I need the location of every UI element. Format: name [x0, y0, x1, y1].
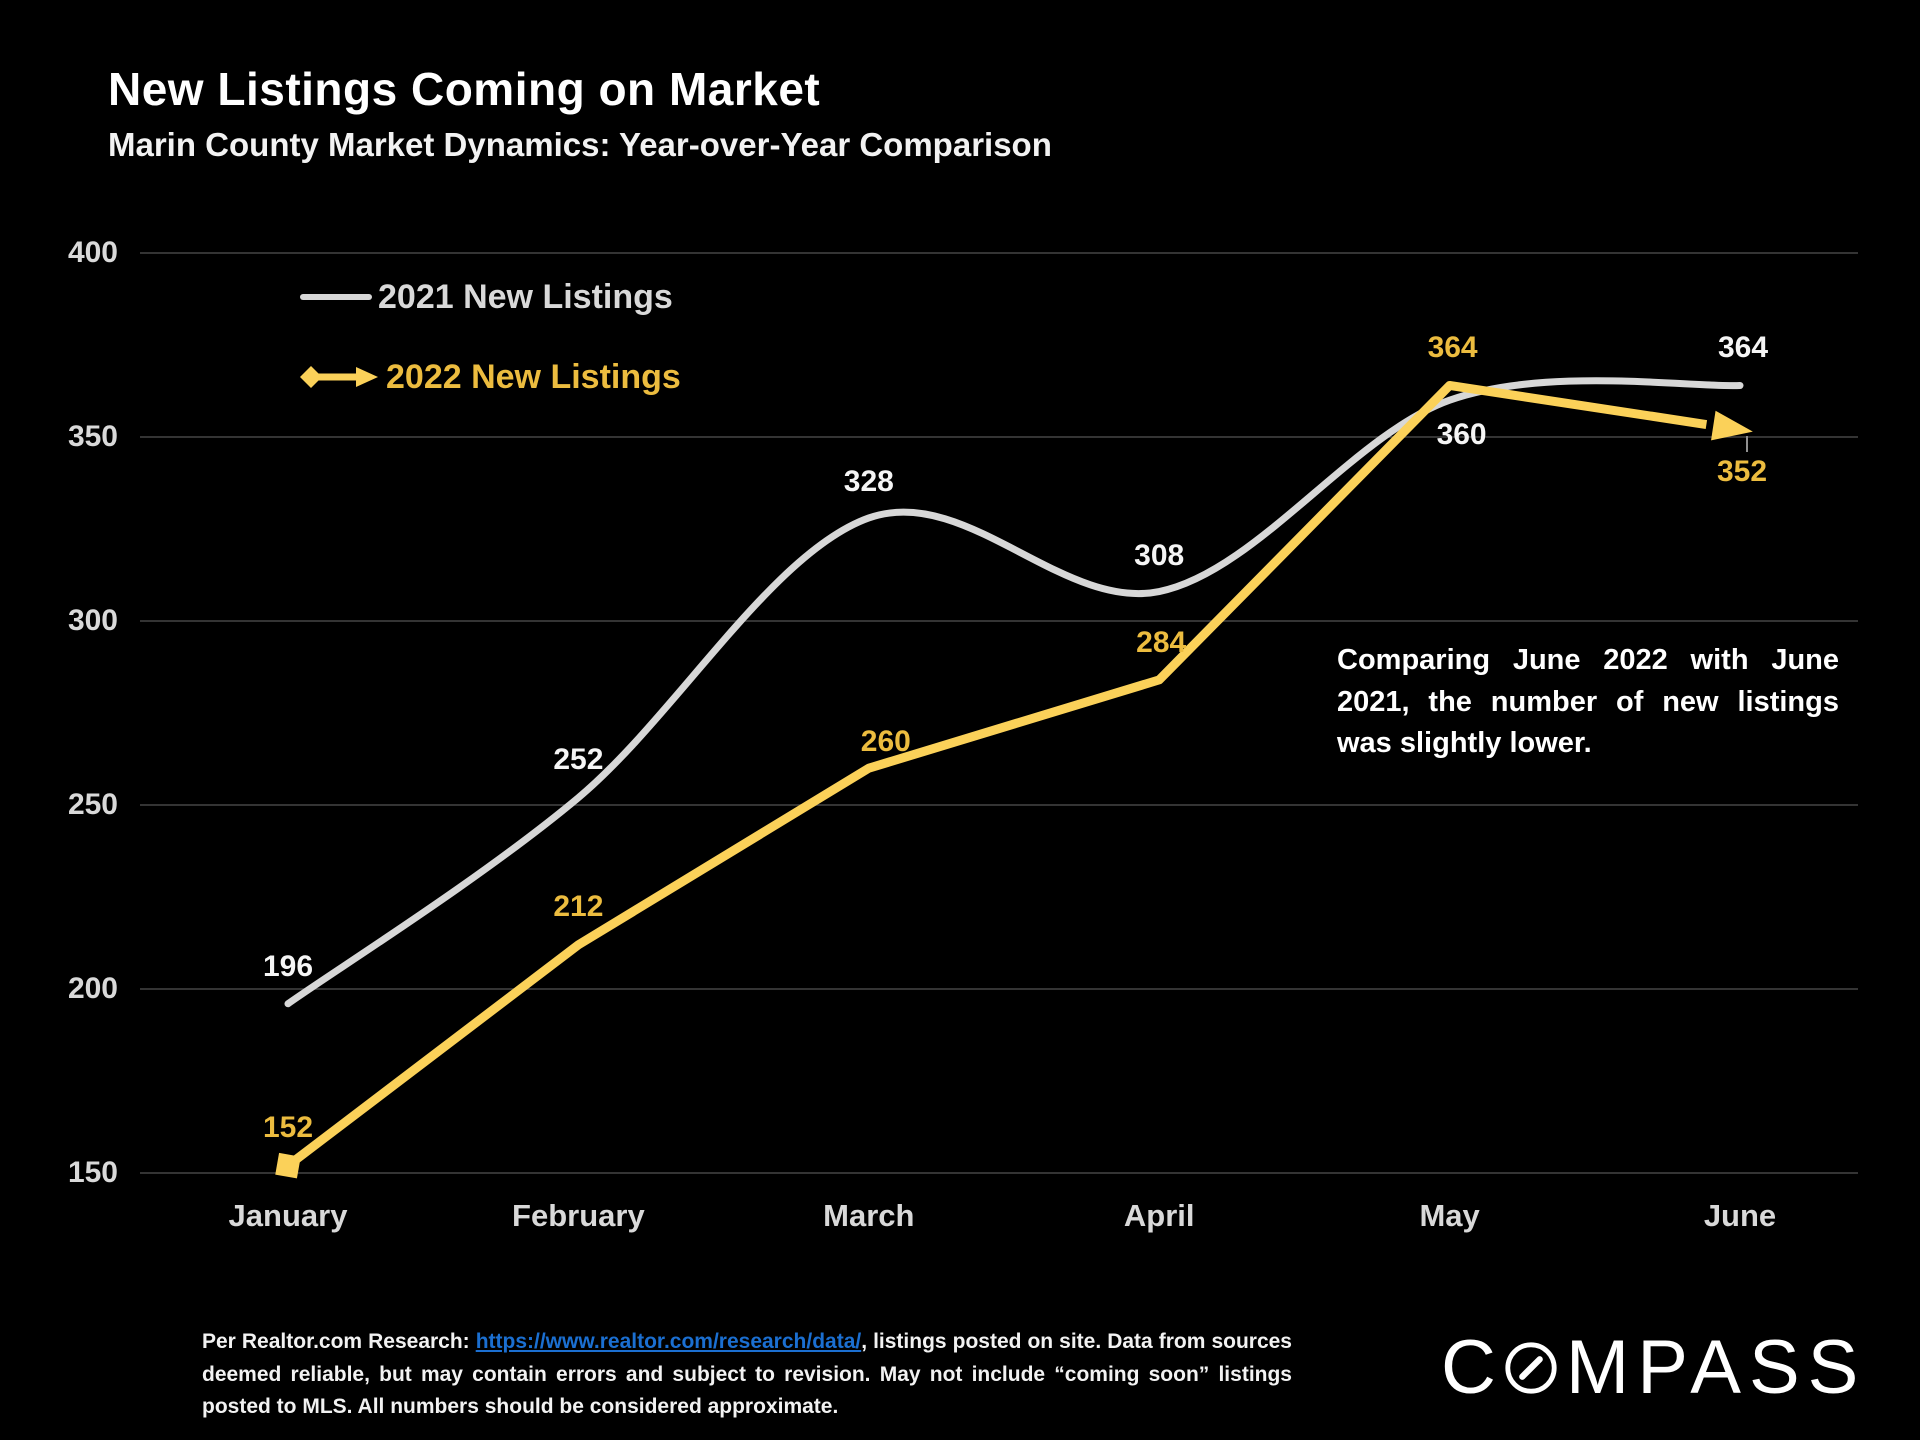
y-axis-tick-200: 200 — [67, 972, 118, 1005]
disclaimer-prefix: Per Realtor.com Research: — [202, 1330, 476, 1353]
page-title: New Listings Coming on Market — [108, 63, 821, 115]
x-axis-label-february: February — [512, 1198, 645, 1233]
legend-label-2022: 2022 New Listings — [386, 357, 681, 396]
x-axis-label-april: April — [1123, 1198, 1195, 1233]
compass-logo-letter-c: C — [1441, 1325, 1504, 1410]
legend-arrow-2022-swatch — [300, 366, 378, 388]
disclaimer-text: Per Realtor.com Research: https://www.re… — [202, 1326, 1292, 1424]
compass-logo: C MPASS — [1441, 1324, 1866, 1411]
x-axis-label-march: March — [823, 1198, 915, 1233]
series-2022-line — [285, 380, 1708, 1170]
data-label-2021-april: 308 — [1134, 538, 1185, 572]
legend-line-2021-swatch — [300, 294, 372, 300]
data-label-2022-april: 284 — [1136, 625, 1187, 659]
series-2021-line — [284, 377, 1744, 1008]
series-2022-arrow-marker — [1711, 410, 1753, 441]
chart-annotation: Comparing June 2022 with June 2021, the … — [1337, 644, 1839, 759]
data-label-2022-january: 152 — [262, 1110, 314, 1144]
data-label-2021-february: 252 — [553, 742, 604, 776]
legend-item-2022: 2022 New Listings — [300, 356, 681, 398]
y-axis-tick-250: 250 — [67, 788, 118, 821]
data-label-2021-may: 360 — [1436, 418, 1487, 452]
data-label-2022-june: 352 — [1716, 454, 1768, 488]
legend-item-2021: 2021 New Listings — [300, 276, 681, 318]
y-axis-tick-300: 300 — [67, 604, 118, 637]
data-label-2021-june: 364 — [1717, 331, 1769, 365]
data-label-2022-february: 212 — [553, 889, 604, 923]
data-label-2022-march: 260 — [860, 725, 911, 759]
y-axis-tick-150: 150 — [67, 1156, 118, 1189]
y-axis-tick-400: 400 — [67, 236, 118, 269]
compass-o-needle-icon — [1505, 1341, 1557, 1394]
realtor-research-link[interactable]: https://www.realtor.com/research/data/ — [475, 1330, 862, 1353]
x-axis-label-june: June — [1703, 1198, 1777, 1233]
x-axis-label-january: January — [228, 1198, 348, 1233]
data-label-2022-may: 364 — [1427, 331, 1478, 365]
y-axis-tick-350: 350 — [67, 420, 118, 453]
compass-logo-letters-mpass: MPASS — [1565, 1325, 1867, 1410]
x-axis-label-may: May — [1419, 1198, 1480, 1233]
chart-legend: 2021 New Listings 2022 New Listings — [300, 276, 681, 436]
page-subtitle: Marin County Market Dynamics: Year-over-… — [108, 126, 1052, 163]
series-2022-start-marker — [275, 1152, 301, 1179]
legend-label-2021: 2021 New Listings — [378, 277, 673, 316]
data-label-2021-march: 328 — [843, 464, 894, 498]
disclaimer-suffix: , listings posted on site. Data from sou… — [202, 1330, 1292, 1418]
data-label-2021-january: 196 — [262, 949, 314, 983]
